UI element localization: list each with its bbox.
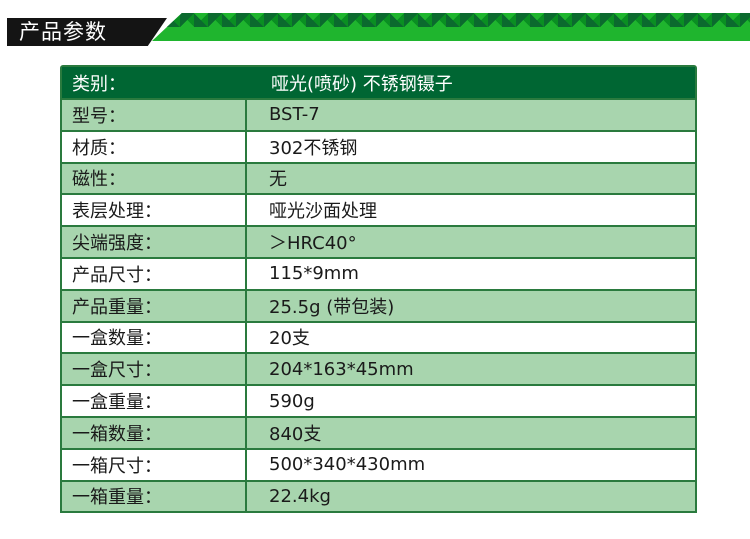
row-value: BST-7 — [269, 104, 320, 126]
table-row: 一箱重量： 22.4kg — [62, 479, 695, 512]
table-row: 产品重量： 25.5g (带包装) — [62, 288, 695, 321]
table-row: 一盒尺寸： 204*163*45mm — [62, 352, 695, 385]
table-row: 磁性： 无 — [62, 161, 695, 194]
row-label: 一盒重量： — [62, 386, 247, 416]
table-row: 表层处理： 哑光沙面处理 — [62, 193, 695, 226]
section-title-bar — [7, 18, 167, 46]
row-label: 尖端强度： — [62, 227, 247, 257]
row-label: 一盒数量： — [62, 322, 247, 353]
table-header-row: 类别： 哑光(喷砂) 不锈钢镊子 — [62, 67, 695, 98]
row-value: 22.4kg — [269, 485, 331, 507]
row-label: 磁性： — [62, 163, 247, 194]
row-label: 材质： — [62, 131, 247, 162]
row-value: 20支 — [269, 328, 310, 350]
row-label: 表层处理： — [62, 195, 247, 226]
row-value: 115*9mm — [269, 263, 359, 285]
row-value: ＞HRC40° — [269, 233, 357, 255]
section-title: 产品参数 — [19, 20, 107, 44]
row-label: 产品尺寸： — [62, 258, 247, 289]
row-label: 型号： — [62, 100, 247, 130]
row-value: 840支 — [269, 423, 322, 445]
table-row: 一盒数量： 20支 — [62, 320, 695, 353]
row-value: 25.5g (带包装) — [269, 296, 395, 318]
table-row: 一盒重量： 590g — [62, 384, 695, 416]
row-label: 一箱重量： — [62, 481, 247, 512]
row-label: 一箱数量： — [62, 417, 247, 448]
row-value: 590g — [269, 390, 315, 412]
table-row: 一箱尺寸： 500*340*430mm — [62, 447, 695, 480]
table-row: 型号： BST-7 — [62, 98, 695, 130]
row-value: 500*340*430mm — [269, 454, 426, 476]
product-params-table: 类别： 哑光(喷砂) 不锈钢镊子 型号： BST-7 材质： 302不锈钢 磁性： 无表层… — [60, 65, 697, 514]
row-label: 一箱尺寸： — [62, 449, 247, 480]
header-value: 哑光(喷砂) 不锈钢镊子 — [271, 73, 453, 95]
table-row: 产品尺寸： 115*9mm — [62, 256, 695, 289]
table-row: 一箱数量： 840支 — [62, 415, 695, 448]
row-label: 一盒尺寸： — [62, 354, 247, 385]
table-row: 材质： 302不锈钢 — [62, 129, 695, 162]
row-value: 302不锈钢 — [269, 137, 358, 159]
row-label: 产品重量： — [62, 290, 247, 321]
table-row: 尖端强度： ＞HRC40° — [62, 225, 695, 257]
header-label: 类别： — [72, 73, 126, 95]
row-value: 无 — [269, 169, 287, 191]
decorative-pattern-banner — [152, 13, 750, 41]
row-value: 哑光沙面处理 — [269, 201, 377, 223]
row-value: 204*163*45mm — [269, 358, 414, 380]
